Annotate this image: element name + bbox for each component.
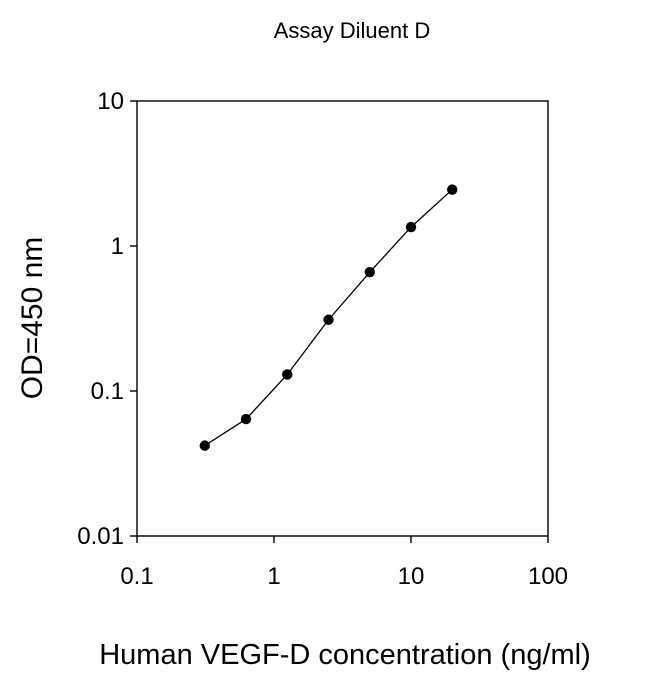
y-tick-label: 0.01 xyxy=(77,523,124,550)
data-point xyxy=(364,266,375,278)
y-tick-label: 1 xyxy=(111,233,124,260)
data-point xyxy=(199,440,210,451)
data-point xyxy=(447,184,458,195)
x-tick-label: 0.1 xyxy=(120,563,153,590)
y-tick-label: 10 xyxy=(97,88,124,115)
plot-area-frame xyxy=(136,100,549,537)
y-axis-tick-labels: 0.01 0.1 1 10 xyxy=(77,88,124,550)
y-axis-ticks xyxy=(130,100,137,537)
y-tick-label: 0.1 xyxy=(91,378,124,405)
chart-title: Assay Diluent D xyxy=(274,18,431,43)
x-axis-label: Human VEGF-D concentration (ng/ml) xyxy=(99,639,591,671)
data-point xyxy=(323,314,334,325)
x-tick-label: 10 xyxy=(398,563,425,590)
data-point xyxy=(405,221,417,233)
x-tick-label: 1 xyxy=(267,563,280,590)
series-points xyxy=(199,184,458,451)
data-point xyxy=(240,413,252,425)
x-axis-tick-labels: 0.1 1 10 100 xyxy=(120,563,568,590)
x-axis-ticks xyxy=(136,536,549,543)
y-axis-label: OD=450 nm xyxy=(16,237,49,400)
x-tick-label: 100 xyxy=(528,563,568,590)
data-point xyxy=(282,369,293,380)
